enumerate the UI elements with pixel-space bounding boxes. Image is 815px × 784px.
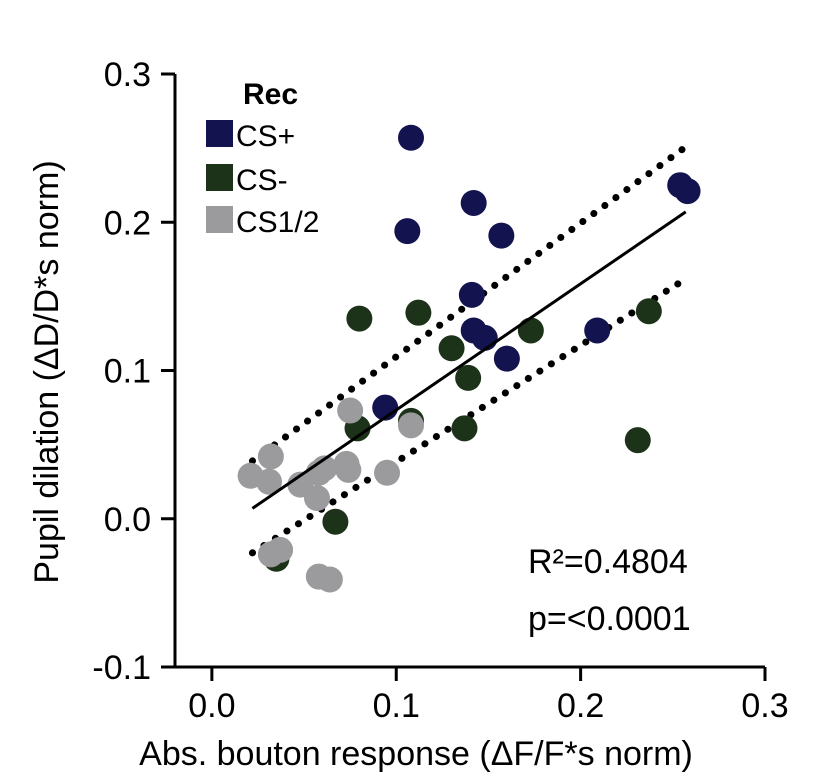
data-point [256,468,283,495]
data-point [346,305,373,332]
data-point [460,189,487,216]
y-axis-label: Pupil dilation (ΔD/D*s norm) [28,160,66,583]
data-point [257,443,284,470]
legend-label-cs-plus: CS+ [236,120,295,153]
legend-label-cs-half: CS1/2 [236,206,319,239]
y-axis: -0.1 0.0 0.1 0.2 0.3 [92,56,177,687]
data-point [398,412,424,439]
x-axis: 0.0 0.1 0.2 0.3 [175,665,789,725]
x-axis-label: Abs. bouton response (ΔF/F*s norm) [139,735,693,773]
data-point [624,427,651,454]
y-tick-label: 0.1 [104,353,151,391]
data-point [374,459,401,486]
legend: Rec CS+ CS- CS1/2 [206,78,319,239]
series-3 [237,397,424,593]
series-1 [372,124,701,421]
data-point [451,415,478,442]
x-tick-label: 0.2 [557,687,604,725]
data-point [493,345,520,372]
data-point [322,508,349,535]
fit-line [251,210,687,510]
y-tick-label: 0.0 [104,501,151,539]
data-point [398,124,424,151]
data-point [337,397,364,424]
data-point [471,324,498,351]
r-squared-annotation: R²=0.4804 [528,543,688,581]
data-point [455,364,482,391]
data-point [257,541,284,568]
data-point [517,317,544,344]
legend-swatch-cs-half [206,206,233,233]
legend-label-cs-minus: CS- [236,164,288,197]
y-tick-label: 0.3 [104,56,151,94]
p-value-annotation: p=<0.0001 [528,600,691,638]
data-point [316,566,343,593]
x-tick-label: 0.0 [188,687,235,725]
data-point [394,218,421,245]
data-point [488,222,515,249]
legend-title: Rec [243,78,298,111]
legend-swatch-cs-plus [206,120,233,147]
data-point [335,456,362,483]
legend-swatch-cs-minus [206,164,233,191]
data-point [635,298,662,325]
y-tick-label: 0.2 [104,204,151,242]
data-point [303,484,330,511]
data-point [458,281,485,308]
x-tick-label: 0.1 [373,687,420,725]
data-point [584,317,611,344]
data-point [674,178,701,205]
regression-line [251,210,687,510]
y-tick-label: -0.1 [92,649,151,687]
data-point [405,299,432,326]
x-tick-label: 0.3 [741,687,788,725]
data-point [438,335,465,362]
